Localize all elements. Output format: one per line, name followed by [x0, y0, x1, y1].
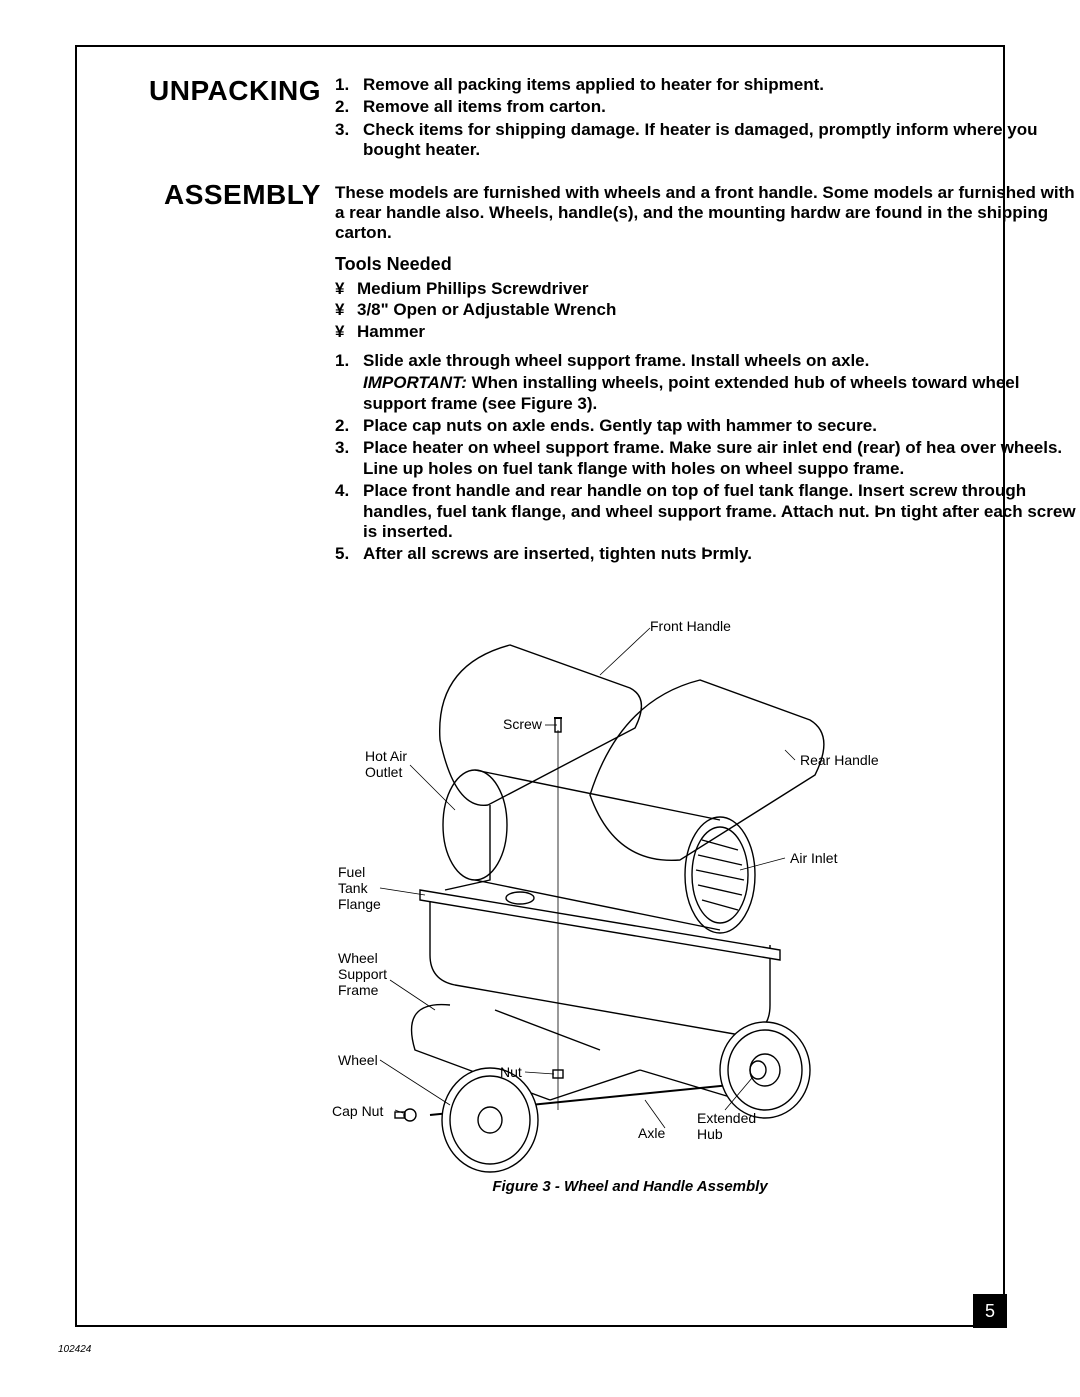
figure-3: Front Handle Screw Hot Air Outlet Rear H…	[340, 610, 920, 1220]
unpacking-step: 3. Check items for shipping damage. If h…	[335, 120, 1080, 161]
footer-code: 102424	[58, 1344, 91, 1355]
tool-item: ¥ 3/8" Open or Adjustable Wrench	[335, 300, 1080, 320]
page-number: 5	[973, 1294, 1007, 1328]
assembly-intro: These models are furnished with wheels a…	[335, 183, 1080, 244]
step-text: Remove all items from carton.	[363, 97, 606, 117]
assembly-step: 3. Place heater on wheel support frame. …	[335, 438, 1080, 479]
unpacking-title: UNPACKING	[105, 75, 335, 107]
step-text: Remove all packing items applied to heat…	[363, 75, 824, 95]
label-rear-handle: Rear Handle	[800, 752, 879, 768]
label-cap-nut: Cap Nut	[332, 1103, 383, 1119]
unpacking-step: 2. Remove all items from carton.	[335, 97, 1080, 117]
body-column: 1. Remove all packing items applied to h…	[335, 75, 1080, 567]
label-front-handle: Front Handle	[650, 618, 731, 634]
step-text: Slide axle through wheel support frame. …	[363, 351, 869, 371]
section-titles-column: UNPACKING ASSEMBLY	[105, 75, 335, 567]
step-number: 3.	[335, 438, 363, 479]
label-screw: Screw	[503, 716, 542, 732]
step-text: Place cap nuts on axle ends. Gently tap …	[363, 416, 877, 436]
bullet: ¥	[335, 322, 357, 342]
assembly-step: 5. After all screws are inserted, tighte…	[335, 544, 1080, 564]
label-axle: Axle	[638, 1125, 665, 1141]
step-number: 4.	[335, 481, 363, 542]
assembly-step: 2. Place cap nuts on axle ends. Gently t…	[335, 416, 1080, 436]
label-fuel-tank-flange: Fuel Tank Flange	[338, 864, 381, 912]
heater-diagram-svg	[340, 610, 920, 1190]
label-extended-hub: Extended Hub	[697, 1110, 756, 1142]
step-text: Check items for shipping damage. If heat…	[363, 120, 1080, 161]
tool-text: Hammer	[357, 322, 425, 342]
step-number: 1.	[335, 75, 363, 95]
assembly-important: IMPORTANT: When installing wheels, point…	[335, 373, 1080, 414]
tool-item: ¥ Medium Phillips Screwdriver	[335, 279, 1080, 299]
label-nut: Nut	[500, 1064, 522, 1080]
bullet: ¥	[335, 279, 357, 299]
assembly-step: 4. Place front handle and rear handle on…	[335, 481, 1080, 542]
tool-text: Medium Phillips Screwdriver	[357, 279, 588, 299]
step-text: After all screws are inserted, tighten n…	[363, 544, 752, 564]
step-number: 2.	[335, 97, 363, 117]
figure-caption: Figure 3 - Wheel and Handle Assembly	[340, 1178, 920, 1195]
unpacking-step: 1. Remove all packing items applied to h…	[335, 75, 1080, 95]
label-air-inlet: Air Inlet	[790, 850, 837, 866]
assembly-step: 1. Slide axle through wheel support fram…	[335, 351, 1080, 371]
step-number: 3.	[335, 120, 363, 161]
step-text: Place heater on wheel support frame. Mak…	[363, 438, 1080, 479]
tool-text: 3/8" Open or Adjustable Wrench	[357, 300, 616, 320]
label-wheel: Wheel	[338, 1052, 378, 1068]
label-wheel-support-frame: Wheel Support Frame	[338, 950, 387, 998]
tools-needed-heading: Tools Needed	[335, 254, 1080, 275]
tool-item: ¥ Hammer	[335, 322, 1080, 342]
label-hot-air-outlet: Hot Air Outlet	[365, 748, 407, 780]
step-text: Place front handle and rear handle on to…	[363, 481, 1080, 542]
assembly-title: ASSEMBLY	[105, 179, 335, 211]
step-number: 5.	[335, 544, 363, 564]
important-label: IMPORTANT:	[363, 373, 467, 392]
step-number: 2.	[335, 416, 363, 436]
bullet: ¥	[335, 300, 357, 320]
step-number: 1.	[335, 351, 363, 371]
main-content: UNPACKING ASSEMBLY 1. Remove all packing…	[105, 75, 1080, 567]
